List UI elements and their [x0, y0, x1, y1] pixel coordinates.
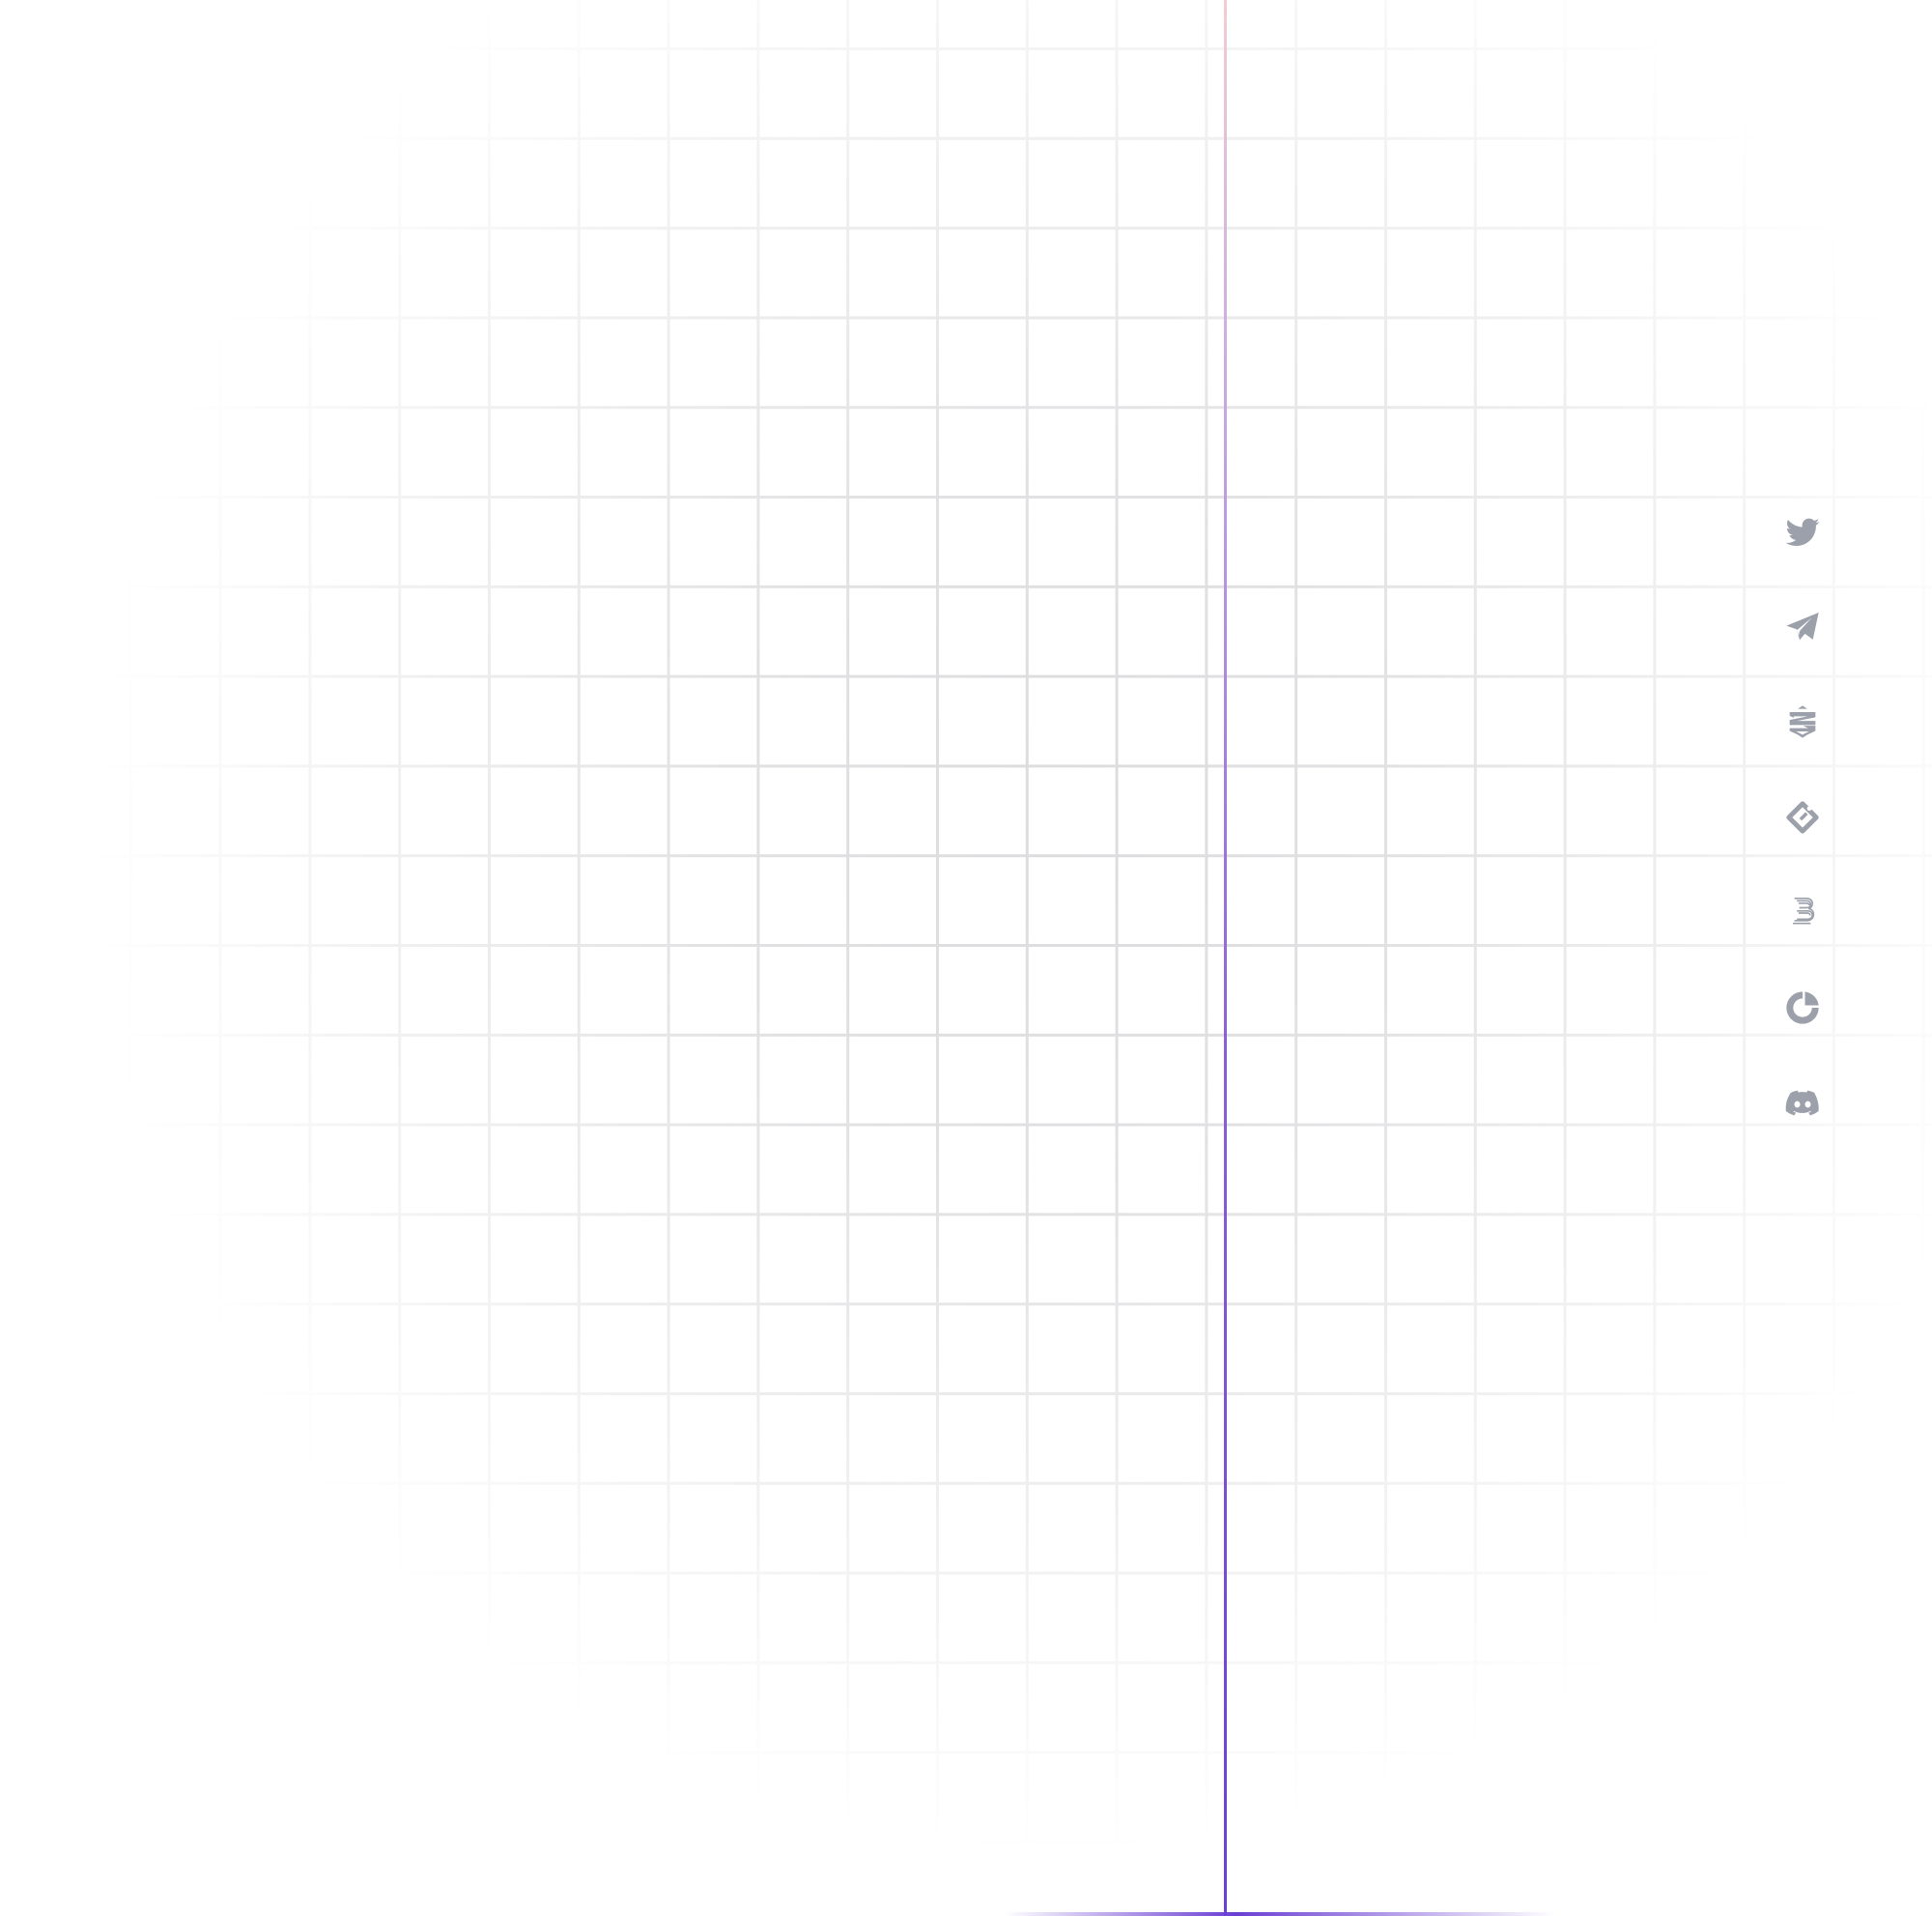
coingecko-link[interactable]: [1776, 981, 1830, 1035]
diamond-icon: [1786, 801, 1819, 834]
discord-icon: [1785, 1090, 1819, 1116]
telegram-link[interactable]: [1776, 600, 1830, 654]
letter-b-link[interactable]: [1776, 885, 1830, 939]
social-links-bar: [1776, 504, 1830, 1130]
twitter-link[interactable]: [1776, 504, 1830, 558]
exchange-link[interactable]: [1776, 695, 1830, 749]
discord-link[interactable]: [1776, 1076, 1830, 1130]
center-accent-line: [1224, 0, 1227, 1915]
coingecko-icon: [1786, 991, 1819, 1024]
exchange-icon: [1789, 705, 1816, 738]
bottom-accent-line: [1005, 1912, 1555, 1916]
telegram-icon: [1786, 612, 1819, 640]
diamond-link[interactable]: [1776, 790, 1830, 844]
twitter-icon: [1785, 518, 1820, 546]
letter-b-icon: [1793, 898, 1815, 925]
